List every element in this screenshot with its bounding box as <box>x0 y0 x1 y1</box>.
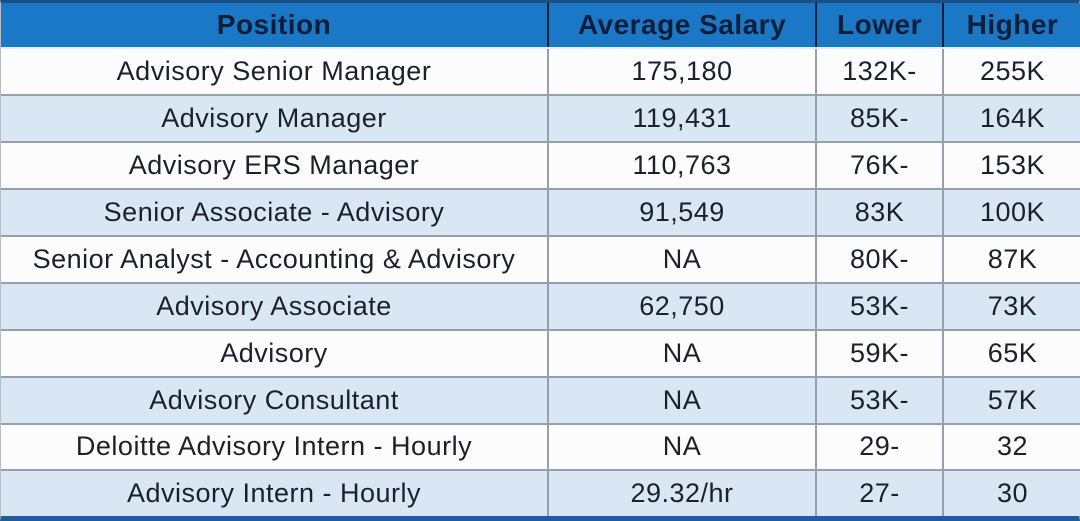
cell-average-salary: NA <box>547 375 816 424</box>
table-header: Position Average Salary Lower Higher <box>1 3 1080 49</box>
column-header-lower: Lower <box>815 3 943 49</box>
column-header-position: Position <box>1 3 548 49</box>
cell-average-salary: 29.32/hr <box>547 469 816 516</box>
table-row: Advisory Intern - Hourly 29.32/hr 27- 30 <box>1 469 1080 516</box>
cell-position: Advisory <box>1 328 548 377</box>
cell-lower: 83K <box>815 187 943 236</box>
table-row: Advisory Associate 62,750 53K- 73K <box>1 281 1080 330</box>
cell-lower: 29- <box>815 422 943 471</box>
cell-average-salary: 119,431 <box>547 93 816 142</box>
table-row: Deloitte Advisory Intern - Hourly NA 29- 32 <box>1 422 1080 471</box>
cell-position: Advisory Manager <box>1 93 548 142</box>
table-body: Advisory Senior Manager 175,180 132K- 255K A… <box>1 48 1080 516</box>
salary-table: Position Average Salary Lower Higher Adv… <box>1 3 1080 516</box>
cell-higher: 73K <box>942 281 1080 330</box>
cell-position: Advisory ERS Manager <box>1 140 548 189</box>
cell-average-salary: NA <box>547 422 816 471</box>
cell-average-salary: NA <box>547 234 816 283</box>
cell-lower: 85K- <box>815 93 943 142</box>
cell-lower: 53K- <box>815 375 943 424</box>
cell-higher: 65K <box>942 328 1080 377</box>
cell-lower: 53K- <box>815 281 943 330</box>
cell-higher: 164K <box>942 93 1080 142</box>
table-row: Advisory Consultant NA 53K- 57K <box>1 375 1080 424</box>
cell-higher: 30 <box>942 469 1080 516</box>
cell-average-salary: 110,763 <box>547 140 816 189</box>
cell-higher: 87K <box>942 234 1080 283</box>
cell-position: Senior Associate - Advisory <box>1 187 548 236</box>
header-row: Position Average Salary Lower Higher <box>1 3 1080 49</box>
cell-position: Senior Analyst - Accounting & Advisory <box>1 234 548 283</box>
cell-average-salary: 175,180 <box>547 48 816 95</box>
cell-position: Advisory Senior Manager <box>1 48 548 95</box>
cell-position: Advisory Intern - Hourly <box>1 469 548 516</box>
column-header-average-salary: Average Salary <box>547 3 816 49</box>
cell-higher: 57K <box>942 375 1080 424</box>
cell-lower: 132K- <box>815 48 943 95</box>
cell-higher: 153K <box>942 140 1080 189</box>
cell-position: Deloitte Advisory Intern - Hourly <box>1 422 548 471</box>
cell-position: Advisory Associate <box>1 281 548 330</box>
cell-average-salary: 91,549 <box>547 187 816 236</box>
cell-higher: 100K <box>942 187 1080 236</box>
table-row: Senior Associate - Advisory 91,549 83K 100K <box>1 187 1080 236</box>
cell-lower: 27- <box>815 469 943 516</box>
cell-higher: 32 <box>942 422 1080 471</box>
cell-average-salary: 62,750 <box>547 281 816 330</box>
table-row: Advisory Senior Manager 175,180 132K- 255K <box>1 48 1080 95</box>
cell-lower: 59K- <box>815 328 943 377</box>
cell-average-salary: NA <box>547 328 816 377</box>
table-row: Advisory ERS Manager 110,763 76K- 153K <box>1 140 1080 189</box>
cell-lower: 80K- <box>815 234 943 283</box>
table-row: Senior Analyst - Accounting & Advisory NA… <box>1 234 1080 283</box>
table-row: Advisory Manager 119,431 85K- 164K <box>1 93 1080 142</box>
table-row: Advisory NA 59K- 65K <box>1 328 1080 377</box>
cell-position: Advisory Consultant <box>1 375 548 424</box>
cell-lower: 76K- <box>815 140 943 189</box>
column-header-higher: Higher <box>942 3 1080 49</box>
cell-higher: 255K <box>942 48 1080 95</box>
